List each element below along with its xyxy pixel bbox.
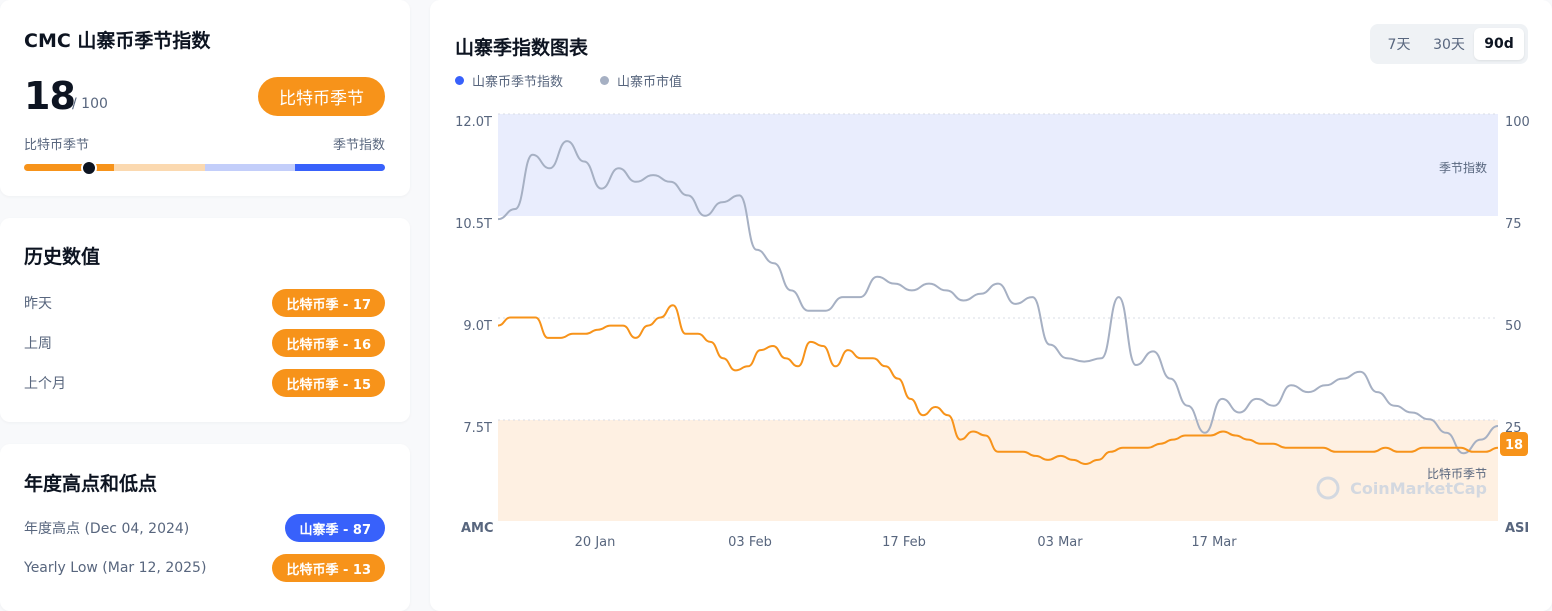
- x-tick-label: 03 Mar: [1037, 535, 1083, 550]
- right-tick-label: 100: [1505, 115, 1530, 130]
- right-tick-label: 75: [1505, 217, 1522, 232]
- history-row-label: 昨天: [24, 296, 52, 312]
- scale-segment-btc-light: [114, 164, 205, 171]
- left-tick-label: 7.5T: [463, 421, 492, 436]
- btc-season-zone: [498, 420, 1498, 521]
- season-scale-bar: [24, 164, 385, 171]
- left-axis-title: AMC: [461, 521, 494, 536]
- legend-dot: [455, 76, 464, 85]
- yearly-row: 年度高点 (Dec 04, 2024) 山寨季 - 87: [24, 514, 385, 542]
- scale-segment-alt: [294, 164, 385, 171]
- history-row: 上周 比特币季 - 16: [24, 329, 385, 357]
- left-tick-label: 9.0T: [463, 319, 492, 334]
- yearly-high-low-card: 年度高点和低点 年度高点 (Dec 04, 2024) 山寨季 - 87 Yea…: [0, 444, 410, 611]
- history-title: 历史数值: [24, 246, 101, 268]
- scale-segment-alt-light: [204, 164, 295, 171]
- zone-bottom-label: 比特币季节: [1427, 466, 1487, 481]
- alt-season-zone: [498, 114, 1498, 216]
- yearly-row-label: 年度高点 (Dec 04, 2024): [24, 521, 190, 537]
- scale-segment-btc: [24, 164, 115, 171]
- legend-label: 山寨币市值: [617, 75, 683, 90]
- history-row-label: 上周: [24, 336, 52, 352]
- series-layer: [497, 140, 1499, 465]
- zone-top-label: 季节指数: [1439, 160, 1487, 175]
- yearly-title: 年度高点和低点: [24, 473, 158, 495]
- history-badge: 比特币季 - 15: [272, 369, 385, 397]
- history-card: 历史数值 昨天 比特币季 - 17 上周 比特币季 - 16 上个月 比特币季 …: [0, 218, 410, 422]
- left-tick-label: 12.0T: [455, 115, 492, 130]
- yearly-row-label: Yearly Low (Mar 12, 2025): [24, 560, 207, 576]
- x-tick-label: 03 Feb: [728, 535, 772, 550]
- altcoin-index-card: CMC 山寨币季节指数 18 / 100 比特币季节 比特币季节 季节指数: [0, 0, 410, 196]
- yearly-row: Yearly Low (Mar 12, 2025) 比特币季 - 13: [24, 554, 385, 582]
- index-card-title: CMC 山寨币季节指数: [24, 30, 211, 52]
- history-row: 上个月 比特币季 - 15: [24, 369, 385, 397]
- series-line-altcoin-index: [497, 304, 1499, 465]
- legend-dot: [600, 76, 609, 85]
- range-tabs: 7天 30天 90d: [1370, 24, 1528, 64]
- history-badge: 比特币季 - 16: [272, 329, 385, 357]
- season-button[interactable]: 比特币季节: [258, 77, 385, 116]
- series-line-altcoin-marketcap: [497, 140, 1499, 455]
- legend-item-marketcap[interactable]: 山寨币市值: [600, 71, 682, 90]
- tab-30d[interactable]: 30天: [1433, 37, 1465, 53]
- legend-item-index[interactable]: 山寨币季节指数: [455, 71, 563, 90]
- x-tick-label: 17 Feb: [882, 535, 926, 550]
- right-axis-title: ASI: [1505, 521, 1529, 536]
- x-tick-label: 17 Mar: [1191, 535, 1237, 550]
- scale-indicator: [81, 160, 97, 176]
- bar-right-label: 季节指数: [332, 138, 385, 153]
- legend-label: 山寨币季节指数: [472, 75, 564, 90]
- history-row: 昨天 比特币季 - 17: [24, 289, 385, 317]
- chart-title: 山寨季指数图表: [455, 37, 589, 59]
- tab-90d[interactable]: 90d: [1474, 28, 1524, 60]
- left-tick-label: 10.5T: [455, 217, 492, 232]
- watermark-logo-icon: [1316, 476, 1340, 500]
- current-value-badge: 18: [1505, 438, 1523, 453]
- current-value-badge-bg: [1500, 432, 1528, 456]
- right-tick-label: 50: [1505, 319, 1522, 334]
- tab-7d[interactable]: 7天: [1387, 37, 1411, 53]
- history-row-label: 上个月: [24, 376, 66, 392]
- yearly-badge: 山寨季 - 87: [285, 514, 385, 542]
- index-score-max: / 100: [72, 96, 108, 112]
- history-badge: 比特币季 - 17: [272, 289, 385, 317]
- x-tick-label: 20 Jan: [575, 535, 616, 550]
- chart-card: 山寨季指数图表 7天 30天 90d 山寨币季节指数 山寨币市值 12.0T 1…: [430, 0, 1552, 611]
- watermark: CoinMarketCap: [1350, 479, 1487, 498]
- bar-left-label: 比特币季节: [24, 138, 90, 153]
- yearly-badge: 比特币季 - 13: [272, 554, 385, 582]
- index-score: 18: [24, 74, 76, 118]
- altcoin-season-chart[interactable]: 12.0T 10.5T 9.0T 7.5T AMC 100 75 50 25 A…: [430, 0, 1552, 611]
